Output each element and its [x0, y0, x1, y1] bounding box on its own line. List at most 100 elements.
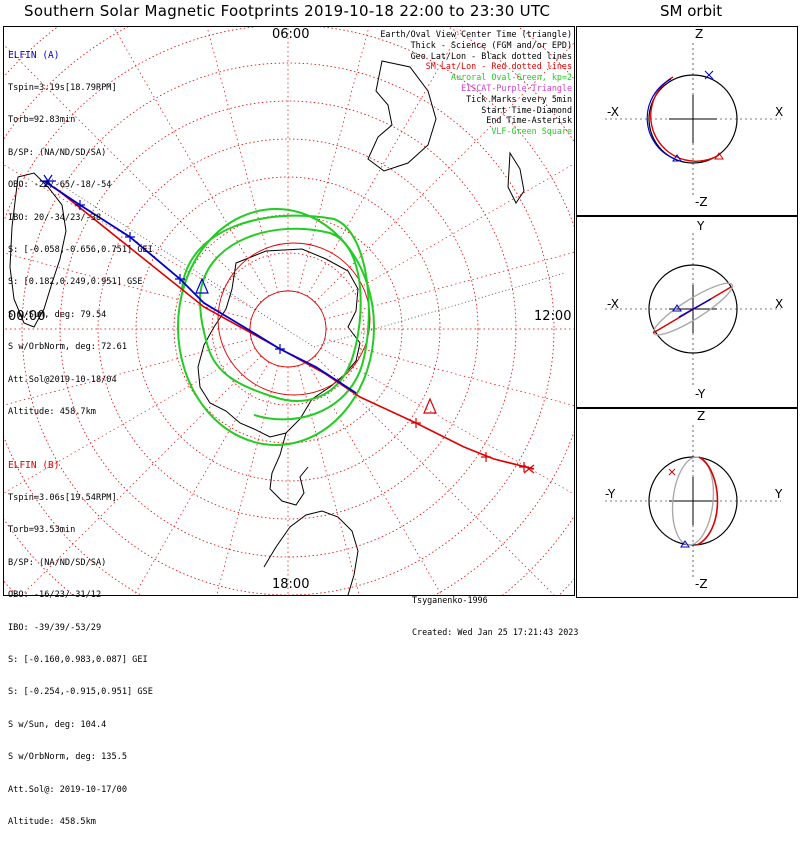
auroral-oval-segment	[181, 214, 370, 421]
axis-label-left: -X	[607, 297, 619, 311]
elfin-b-orbit	[650, 76, 720, 162]
sm-orbit-panel-xy: Y -Y -X X	[576, 216, 798, 408]
legend-entry: Start Time-Diamond	[481, 104, 572, 115]
sm-longitude-line	[306, 361, 442, 595]
auroral-oval-outer	[177, 208, 375, 446]
elfin-b-line: Att.Sol@: 2019-10-17/00	[8, 784, 127, 795]
legend: Earth/Oval View Center Time (triangle) Th…	[380, 29, 572, 137]
elfin-b-line: Torb=93.53min	[8, 525, 76, 536]
orbit-triangle	[680, 540, 690, 548]
elfin-a-view-center-triangle	[195, 277, 209, 294]
elfin-b-tick-mark	[481, 452, 491, 462]
axis-label-top: Y	[697, 219, 705, 233]
hour-label-top: 06:00	[272, 27, 310, 42]
elfin-a-line: S w/OrbNorm, deg: 72.61	[8, 342, 127, 353]
sm-latitude-circle	[97, 138, 479, 520]
sm-longitude-line	[4, 252, 252, 320]
axis-label-top: Z	[697, 409, 706, 423]
legend-entry: EISCAT-Purple Triangle	[461, 82, 572, 93]
elfin-b-line: S w/Sun, deg: 104.4	[8, 719, 107, 730]
elfin-a-start-asterisk	[40, 174, 56, 188]
axis-label-right: Y	[775, 487, 783, 501]
elfin-a-line: B/SP: (NA/ND/SD/SA)	[8, 147, 107, 158]
elfin-a-line: OBO: -22/-65/-18/-54	[8, 180, 112, 191]
axis-label-right: X	[775, 105, 784, 119]
sm-longitude-line	[4, 164, 256, 311]
axis-label-bottom: -Y	[695, 387, 706, 401]
elfin-b-end-asterisk	[523, 464, 535, 474]
sm-orbit-panel-yz: Z -Z -Y Y	[576, 408, 798, 598]
plot-title: Southern Solar Magnetic Footprints 2019-…	[24, 2, 551, 20]
hour-label-left: 00:00	[8, 309, 46, 324]
sm-longitude-line	[320, 347, 574, 495]
orbit-projection-gray	[652, 282, 734, 336]
legend-entry: Geo Lat/Lon - Black dotted lines	[410, 50, 572, 61]
geo-longitude-line	[313, 272, 565, 348]
elfin-a-line: S w/Sun, deg: 79.54	[8, 309, 107, 320]
sm-orbit-xy-svg	[605, 233, 781, 385]
sm-longitude-line	[216, 365, 279, 595]
sm-longitude-line	[320, 163, 574, 311]
axis-label-bottom: -Z	[695, 577, 708, 591]
auroral-oval-inner	[198, 227, 362, 402]
legend-entry: Tick Marks every 5min	[466, 93, 572, 104]
elfin-b-line: Tspin=3.06s[19.54RPM]	[8, 492, 117, 503]
sm-longitude-line	[4, 338, 252, 406]
sm-orbit-yz-svg	[605, 425, 781, 577]
antarctic-peninsula	[269, 432, 309, 506]
axis-label-bottom: -Z	[695, 195, 708, 209]
sm-latitude-circle-solid	[217, 242, 371, 396]
elfin-a-line: Torb=92.83min	[8, 115, 76, 126]
sm-longitude-line	[324, 252, 574, 320]
sm-latitude-circle	[211, 252, 365, 406]
legend-entry: Auroral Oval-Green, kp=2	[450, 72, 572, 83]
elfin-a-info: ELFIN (A) Tspin=3.19s[18.79RPM] Torb=92.…	[8, 29, 153, 439]
elfin-b-line: B/SP: (NA/ND/SD/SA)	[8, 557, 107, 568]
sm-longitude-line	[4, 347, 256, 494]
elfin-b-name: ELFIN (B)	[8, 459, 60, 471]
orbit-projection-gray	[671, 456, 715, 546]
elfin-a-footprint-track	[43, 180, 357, 394]
hour-label-bottom: 18:00	[272, 577, 310, 592]
elfin-a-line: S: [-0.058,-0.656,0.751] GEI	[8, 244, 153, 255]
elfin-a-orbit	[678, 298, 712, 318]
australia-outline	[367, 60, 437, 172]
orbit-triangle	[714, 152, 724, 160]
sm-longitude-line	[21, 355, 262, 595]
legend-entry: End Time-Asterisk	[486, 115, 572, 126]
sm-longitude-line	[314, 355, 555, 595]
elfin-b-line: S: [-0.254,-0.915,0.951] GSE	[8, 687, 153, 698]
elfin-b-info: ELFIN (B) Tspin=3.06s[19.54RPM] Torb=93.…	[8, 439, 153, 849]
axis-label-left: -X	[607, 105, 619, 119]
elfin-b-line: Altitude: 458.5km	[8, 816, 96, 827]
orbit-triangle	[672, 304, 682, 312]
elfin-b-line: S w/OrbNorm, deg: 135.5	[8, 752, 127, 763]
elfin-b-line: S: [-0.160,0.983,0.087] GEI	[8, 654, 148, 665]
elfin-a-tick-mark	[275, 344, 285, 354]
elfin-a-tick-mark	[75, 200, 85, 210]
footprint-map-svg	[4, 27, 574, 595]
sm-longitude-line	[314, 42, 574, 303]
elfin-a-tick-mark	[125, 232, 135, 242]
sm-orbit-xz-svg	[605, 43, 781, 195]
geo-longitude-line	[51, 178, 315, 348]
sm-longitude-line	[324, 338, 574, 406]
elfin-b-orbit	[696, 456, 719, 546]
elfin-b-line: IBO: -39/39/-53/29	[8, 622, 102, 633]
legend-entry: VLF-Green Square	[491, 126, 572, 137]
elfin-a-line: IBO: 20/-34/23/-38	[8, 212, 102, 223]
sm-longitude-line	[113, 27, 270, 297]
new-zealand-outline	[507, 151, 525, 204]
elfin-a-line: S: [0.182,0.249,0.951] GSE	[8, 277, 143, 288]
south-america-outline	[263, 510, 359, 595]
legend-entry: Earth/Oval View Center Time (triangle)	[380, 29, 572, 39]
elfin-a-line: Tspin=3.19s[18.79RPM]	[8, 82, 117, 93]
sm-longitude-line	[306, 27, 463, 297]
elfin-a-tick-mark	[175, 274, 185, 284]
sm-orbit-panel-xz: Z -Z -X X	[576, 26, 798, 216]
sm-longitude-line	[206, 27, 279, 293]
credit: Tsyganenko-1996 Created: Wed Jan 25 17:2…	[412, 573, 578, 659]
elfin-a-line: Altitude: 458.7km	[8, 406, 96, 417]
legend-entry: SM Lat/Lon - Red dotted lines	[425, 61, 572, 72]
sm-pole-circle	[249, 290, 327, 368]
